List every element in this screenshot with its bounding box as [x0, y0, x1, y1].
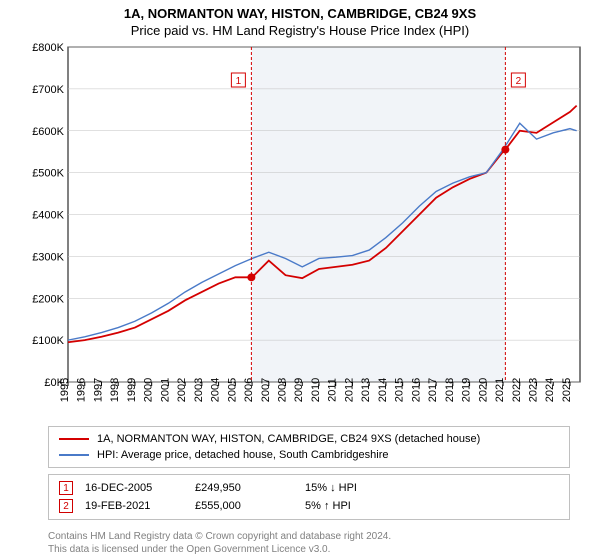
- legend-swatch: [59, 438, 89, 440]
- svg-text:2024: 2024: [544, 378, 556, 402]
- sale-marker-icon: 2: [59, 499, 73, 513]
- sale-row: 2 19-FEB-2021£555,0005% ↑ HPI: [59, 497, 559, 515]
- svg-text:2019: 2019: [461, 378, 473, 402]
- svg-text:2014: 2014: [377, 378, 389, 402]
- svg-text:1999: 1999: [126, 378, 138, 402]
- legend-swatch: [59, 454, 89, 456]
- footer-line1: Contains HM Land Registry data © Crown c…: [48, 531, 391, 542]
- svg-text:2020: 2020: [477, 378, 489, 402]
- svg-text:2017: 2017: [427, 378, 439, 402]
- svg-text:1996: 1996: [76, 378, 88, 402]
- sale-marker-icon: 1: [59, 481, 73, 495]
- footer-line2: This data is licensed under the Open Gov…: [48, 544, 330, 555]
- sale-price: £555,000: [195, 500, 305, 512]
- svg-text:£400K: £400K: [32, 210, 64, 222]
- svg-text:2003: 2003: [193, 378, 205, 402]
- svg-text:£500K: £500K: [32, 168, 64, 180]
- svg-text:£200K: £200K: [32, 293, 64, 305]
- svg-text:1997: 1997: [92, 378, 104, 402]
- svg-text:2023: 2023: [527, 378, 539, 402]
- legend-item: 1A, NORMANTON WAY, HISTON, CAMBRIDGE, CB…: [59, 431, 559, 447]
- footer-attribution: Contains HM Land Registry data © Crown c…: [0, 526, 600, 556]
- svg-text:£300K: £300K: [32, 251, 64, 263]
- svg-text:£100K: £100K: [32, 335, 64, 347]
- legend-label: 1A, NORMANTON WAY, HISTON, CAMBRIDGE, CB…: [97, 433, 480, 445]
- svg-text:2001: 2001: [159, 378, 171, 402]
- legend-box: 1A, NORMANTON WAY, HISTON, CAMBRIDGE, CB…: [48, 426, 570, 468]
- svg-text:2007: 2007: [260, 378, 272, 402]
- sale-delta: 15% ↓ HPI: [305, 482, 415, 494]
- sales-table: 1 16-DEC-2005£249,95015% ↓ HPI 2 19-FEB-202…: [48, 474, 570, 520]
- sale-price: £249,950: [195, 482, 305, 494]
- svg-text:2015: 2015: [394, 378, 406, 402]
- svg-text:2006: 2006: [243, 378, 255, 402]
- svg-text:2000: 2000: [143, 378, 155, 402]
- svg-text:2005: 2005: [226, 378, 238, 402]
- chart-title-main: 1A, NORMANTON WAY, HISTON, CAMBRIDGE, CB…: [0, 0, 600, 21]
- price-chart-svg: £0K£100K£200K£300K£400K£500K£600K£700K£8…: [20, 42, 590, 422]
- svg-text:2013: 2013: [360, 378, 372, 402]
- svg-text:2010: 2010: [310, 378, 322, 402]
- svg-text:£800K: £800K: [32, 42, 64, 54]
- svg-text:2021: 2021: [494, 378, 506, 402]
- svg-text:2018: 2018: [444, 378, 456, 402]
- svg-text:2009: 2009: [293, 378, 305, 402]
- legend-item: HPI: Average price, detached house, Sout…: [59, 447, 559, 463]
- sale-row: 1 16-DEC-2005£249,95015% ↓ HPI: [59, 479, 559, 497]
- svg-text:£600K: £600K: [32, 126, 64, 138]
- svg-text:2002: 2002: [176, 378, 188, 402]
- chart-title-sub: Price paid vs. HM Land Registry's House …: [0, 21, 600, 42]
- svg-text:2016: 2016: [410, 378, 422, 402]
- svg-text:1998: 1998: [109, 378, 121, 402]
- svg-text:2008: 2008: [277, 378, 289, 402]
- sale-date: 16-DEC-2005: [85, 482, 195, 494]
- sale-date: 19-FEB-2021: [85, 500, 195, 512]
- svg-text:1995: 1995: [59, 378, 71, 402]
- svg-text:2012: 2012: [343, 378, 355, 402]
- sale-delta: 5% ↑ HPI: [305, 500, 415, 512]
- svg-text:£700K: £700K: [32, 84, 64, 96]
- svg-text:2022: 2022: [511, 378, 523, 402]
- svg-text:1: 1: [236, 76, 242, 87]
- chart-area: £0K£100K£200K£300K£400K£500K£600K£700K£8…: [20, 42, 590, 422]
- svg-text:2: 2: [516, 76, 522, 87]
- svg-text:2004: 2004: [210, 378, 222, 402]
- svg-text:2025: 2025: [561, 378, 573, 402]
- legend-label: HPI: Average price, detached house, Sout…: [97, 449, 388, 461]
- svg-text:2011: 2011: [327, 378, 339, 402]
